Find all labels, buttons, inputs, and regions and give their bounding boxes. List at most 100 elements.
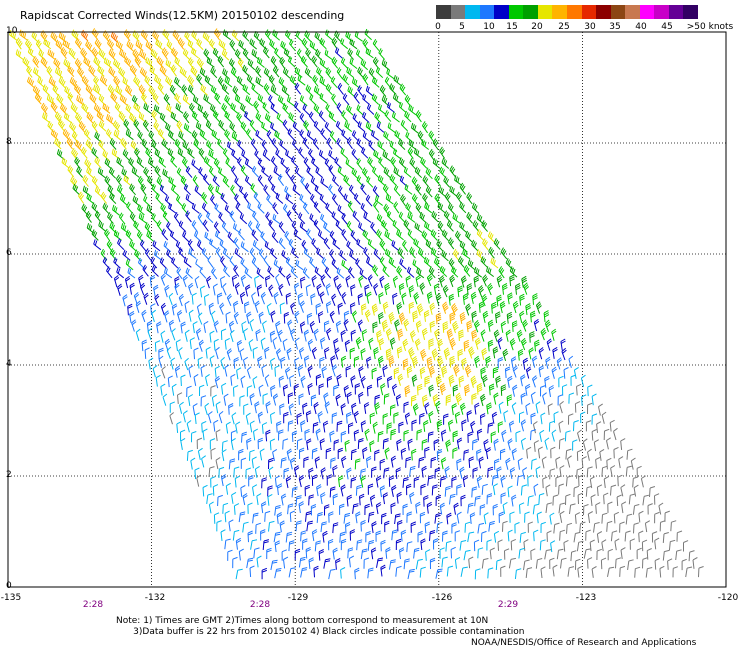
wind-barb [205, 373, 210, 387]
wind-barb [294, 101, 301, 114]
wind-barb [58, 76, 66, 89]
wind-barb [340, 538, 347, 551]
wind-barb [435, 312, 442, 325]
wind-barb [448, 374, 455, 387]
wind-barb [457, 349, 463, 361]
wind-barb [211, 267, 218, 280]
wind-barb [448, 293, 455, 306]
wind-barb [398, 211, 406, 224]
wind-barb [346, 467, 352, 480]
wind-barb [215, 346, 220, 360]
wind-barb [434, 174, 441, 187]
wind-barb [464, 364, 472, 378]
wind-barb [209, 355, 215, 368]
wind-barb [331, 93, 338, 106]
wind-barb [339, 531, 346, 543]
wind-barb [613, 427, 618, 441]
wind-barb [341, 110, 348, 122]
wind-barb [244, 158, 253, 170]
wind-barb [266, 547, 272, 560]
wind-barb [384, 282, 391, 296]
wind-barb [319, 194, 328, 206]
wind-barb [124, 56, 132, 68]
wind-barb [209, 238, 218, 250]
wind-barb [394, 513, 401, 525]
wind-barb [373, 347, 379, 360]
wind-barb [698, 566, 704, 578]
wind-barb [365, 121, 374, 133]
wind-barb [521, 275, 528, 288]
wind-barb [485, 355, 491, 368]
wind-barb [504, 548, 510, 560]
wind-barb [331, 258, 339, 271]
wind-barb [255, 65, 262, 78]
wind-barb [441, 157, 450, 169]
wind-barb [243, 356, 248, 369]
wind-barb [267, 174, 275, 187]
wind-barb [520, 337, 527, 351]
wind-barb [319, 58, 328, 70]
wind-barb [217, 55, 225, 68]
wind-barb [487, 422, 494, 434]
wind-barb [365, 531, 371, 543]
wind-barb [392, 292, 398, 305]
wind-barb [283, 411, 289, 424]
wind-barb [153, 121, 160, 134]
wind-barb [325, 447, 332, 460]
wind-barb [525, 383, 531, 396]
wind-barb [214, 365, 220, 378]
wind-barb [415, 110, 422, 123]
wind-barb [619, 565, 626, 577]
wind-barb [378, 156, 386, 169]
wind-barb [529, 331, 535, 343]
wind-barb [170, 111, 179, 123]
wind-barb [219, 239, 228, 251]
wind-barb [93, 75, 100, 88]
wind-barb [499, 300, 506, 314]
wind-barb [460, 275, 467, 288]
wind-barb [182, 274, 188, 288]
wind-barb [242, 521, 249, 533]
wind-barb [400, 529, 407, 542]
wind-barb [182, 141, 191, 152]
wind-barb [516, 329, 523, 342]
colorbar-label: 5 [459, 22, 465, 32]
wind-barb [532, 375, 538, 388]
wind-barb [467, 259, 476, 271]
wind-barb [435, 568, 443, 579]
wind-barb [281, 250, 290, 261]
wind-barb [97, 167, 106, 179]
wind-barb [193, 347, 199, 360]
wind-barb [325, 83, 333, 96]
wind-barb [225, 311, 231, 324]
wind-barb [287, 503, 294, 515]
wind-barb [249, 420, 255, 433]
wind-barb [470, 375, 477, 388]
wind-barb [397, 520, 403, 532]
wind-barb [198, 339, 204, 352]
wind-barb [378, 292, 384, 305]
wind-barb [153, 249, 162, 261]
wind-barb [545, 502, 553, 514]
wind-barb [428, 148, 435, 162]
wind-barb [251, 165, 259, 178]
wind-barb [210, 85, 219, 97]
wind-barb [531, 355, 538, 368]
wind-barb [100, 191, 107, 204]
wind-barb [493, 530, 500, 543]
wind-barb [373, 200, 380, 213]
wind-barb [356, 158, 363, 171]
wind-barb [176, 421, 182, 433]
wind-barb [486, 539, 492, 551]
wind-barb [246, 385, 253, 397]
wind-barb [282, 203, 290, 216]
wind-barb [138, 112, 147, 123]
wind-barb [555, 475, 561, 487]
wind-barb [94, 186, 103, 198]
wind-barb [429, 557, 436, 570]
wind-barb [384, 447, 390, 460]
wind-barb [159, 65, 167, 77]
wind-barb [303, 329, 310, 342]
wind-barb [332, 493, 338, 506]
wind-barb [220, 275, 226, 288]
